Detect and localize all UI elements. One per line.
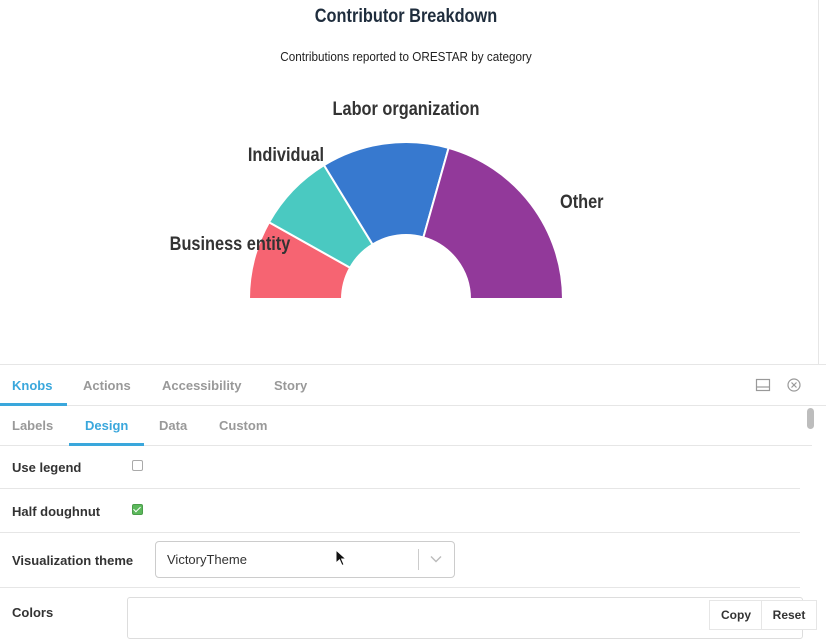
visualization-theme-label: Visualization theme	[12, 553, 134, 568]
knob-row-half-doughnut: Half doughnut	[0, 489, 800, 533]
tab-story[interactable]: Story	[274, 378, 308, 393]
tab-knobs[interactable]: Knobs	[0, 365, 69, 406]
knob-row-colors: Colors	[0, 588, 800, 632]
knob-group-tabs: Labels Design Data Custom	[0, 406, 812, 446]
colors-field[interactable]	[127, 597, 803, 639]
knob-row-visualization-theme: Visualization theme VictoryTheme	[0, 533, 800, 588]
visualization-theme-value: VictoryTheme	[167, 552, 247, 567]
use-legend-checkbox[interactable]	[132, 460, 143, 471]
half-doughnut-chart: Business entity Individual Labor organizat…	[170, 98, 604, 300]
use-legend-label: Use legend	[12, 460, 82, 475]
half-doughnut-label: Half doughnut	[12, 504, 101, 519]
half-doughnut-checkbox[interactable]	[132, 504, 143, 515]
slice-label-individual: Individual	[248, 144, 324, 165]
slice-other	[422, 146, 565, 300]
close-circle-icon[interactable]	[786, 377, 802, 393]
addons-panel: Knobs Actions Accessibility Story Labels…	[0, 364, 826, 633]
reset-button[interactable]: Reset	[761, 600, 817, 630]
tab-design[interactable]: Design	[68, 406, 145, 446]
tab-accessibility[interactable]: Accessibility	[162, 378, 242, 393]
copy-button[interactable]: Copy	[709, 600, 763, 630]
colors-label: Colors	[12, 605, 54, 620]
chevron-down-icon[interactable]	[430, 555, 442, 563]
chart-title: Contributor Breakdown	[314, 6, 498, 27]
slice-label-labor-organization: Labor organization	[333, 98, 480, 119]
tab-actions[interactable]: Actions	[83, 378, 131, 393]
addon-tabs: Knobs Actions Accessibility Story	[0, 365, 826, 406]
tab-data[interactable]: Data	[159, 418, 188, 433]
panel-layout-icon[interactable]	[755, 377, 771, 393]
slice-label-other: Other	[560, 191, 604, 212]
tab-labels[interactable]: Labels	[12, 418, 54, 433]
story-preview: Contributor Breakdown Contributions repo…	[169, 0, 819, 364]
visualization-theme-select[interactable]: VictoryTheme	[155, 541, 455, 578]
mouse-cursor-icon	[335, 549, 347, 567]
knob-row-use-legend: Use legend	[0, 445, 800, 489]
chart-subtitle: Contributions reported to ORESTAR by cat…	[280, 49, 532, 64]
slice-labor-organization	[322, 141, 450, 246]
select-separator	[418, 549, 419, 570]
scrollbar-thumb[interactable]	[807, 408, 814, 429]
tab-custom[interactable]: Custom	[219, 418, 268, 433]
slice-label-business-entity: Business entity	[170, 233, 291, 254]
